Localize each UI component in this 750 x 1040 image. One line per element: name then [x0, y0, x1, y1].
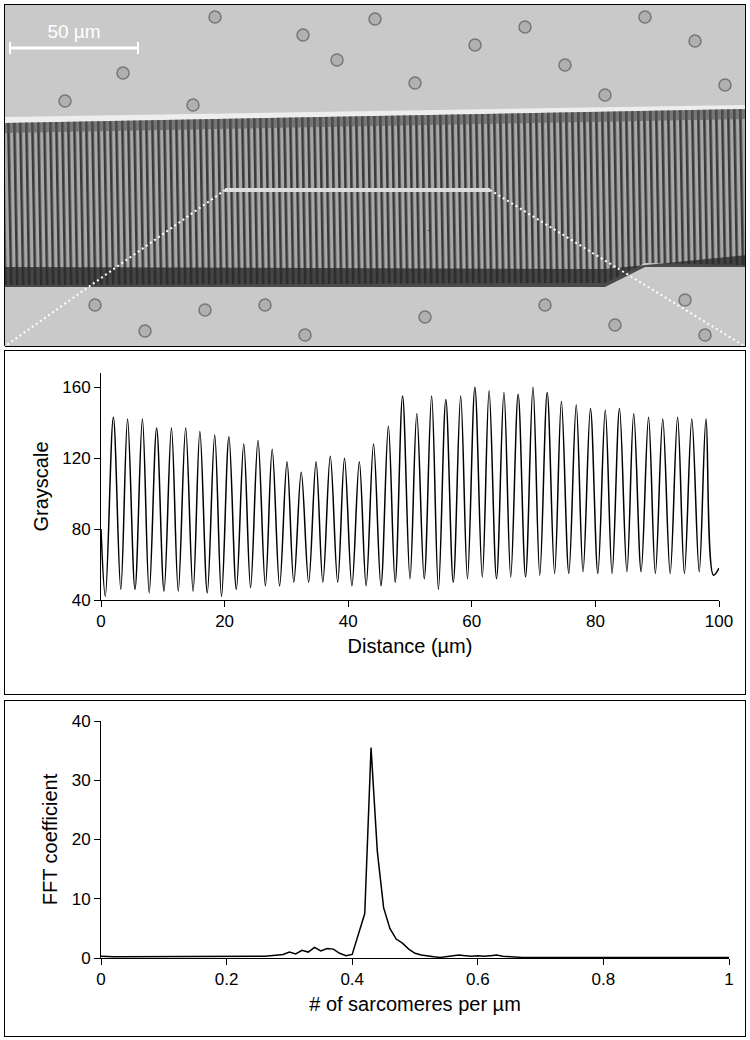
svg-text:80: 80: [72, 520, 91, 539]
svg-text:Grayscale: Grayscale: [30, 441, 52, 531]
svg-text:40: 40: [339, 612, 358, 631]
svg-text:0: 0: [96, 612, 105, 631]
svg-text:0.8: 0.8: [592, 970, 616, 989]
svg-text:120: 120: [62, 449, 90, 468]
svg-text:0.4: 0.4: [340, 970, 364, 989]
svg-text:0: 0: [96, 970, 105, 989]
svg-text:FFT coefficient: FFT coefficient: [39, 773, 61, 905]
svg-text:0.2: 0.2: [215, 970, 239, 989]
svg-text:Distance (µm): Distance (µm): [348, 635, 473, 657]
svg-text:80: 80: [586, 612, 605, 631]
svg-text:50 µm: 50 µm: [47, 21, 100, 42]
svg-text:0.6: 0.6: [466, 970, 490, 989]
svg-text:20: 20: [215, 612, 234, 631]
svg-text:1: 1: [724, 970, 733, 989]
svg-text:0: 0: [81, 949, 90, 968]
svg-text:60: 60: [462, 612, 481, 631]
svg-text:40: 40: [72, 591, 91, 610]
svg-text:# of sarcomeres per µm: # of sarcomeres per µm: [309, 993, 521, 1015]
svg-text:100: 100: [705, 612, 733, 631]
svg-text:30: 30: [72, 771, 91, 790]
svg-text:10: 10: [72, 890, 91, 909]
svg-text:160: 160: [62, 378, 90, 397]
svg-text:40: 40: [72, 712, 91, 731]
svg-text:20: 20: [72, 830, 91, 849]
